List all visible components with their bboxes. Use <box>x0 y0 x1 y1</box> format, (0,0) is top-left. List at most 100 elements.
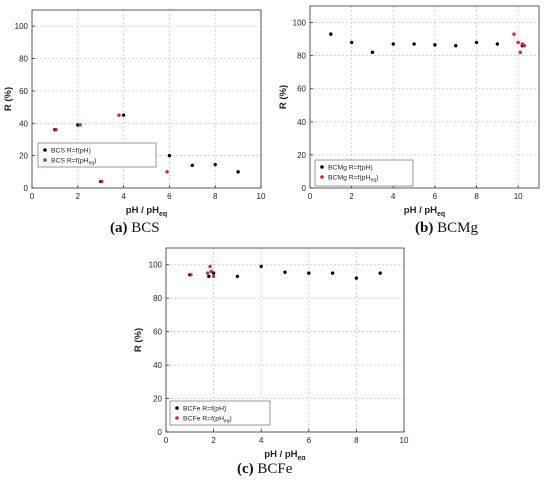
data-point <box>117 113 121 117</box>
legend-label: BCFe R=f(pH) <box>183 406 226 413</box>
x-tick-label: 2 <box>211 436 216 445</box>
y-tick-label: 0 <box>24 184 29 193</box>
legend-label-subscript: eq <box>89 161 95 167</box>
x-tick-label: 8 <box>474 192 479 201</box>
x-tick-label: 4 <box>121 192 126 201</box>
y-tick-label: 60 <box>19 87 28 96</box>
caption-bcmg: (b) BCMg <box>415 220 478 237</box>
x-tick-label: 6 <box>433 192 438 201</box>
x-axis-label-subscript: eq <box>437 211 445 218</box>
data-point <box>370 50 375 55</box>
caption-letter: (c) <box>237 461 254 477</box>
series-0 <box>329 32 525 55</box>
y-tick-label: 100 <box>293 19 307 28</box>
y-tick-label: 80 <box>19 55 28 64</box>
caption-text: BCMg <box>437 220 478 236</box>
y-tick-label: 100 <box>15 22 29 31</box>
y-tick-label: 60 <box>297 85 306 94</box>
y-tick-label: 40 <box>153 361 162 370</box>
x-tick-label: 2 <box>349 192 354 201</box>
data-point <box>454 44 458 48</box>
y-axis-label: R (%) <box>278 85 289 109</box>
y-tick-label: 20 <box>297 151 306 160</box>
x-tick-label: 4 <box>391 192 396 201</box>
legend-label: BCS R=f(pHeq) <box>51 158 96 167</box>
y-axis-label: R (%) <box>3 87 14 111</box>
plot-frame <box>165 247 405 433</box>
legend-marker <box>43 148 47 152</box>
y-tick-label: 80 <box>297 52 306 61</box>
legend-marker <box>175 406 179 410</box>
legend-label: BCFe R=f(pHeq) <box>183 416 232 425</box>
legend-label-subscript: eq <box>371 178 377 184</box>
data-point <box>433 43 437 47</box>
data-point <box>100 179 104 184</box>
caption-letter: (a) <box>110 220 128 236</box>
data-point <box>330 271 335 275</box>
data-point <box>474 40 479 45</box>
plot-frame <box>309 5 540 189</box>
legend-label-subscript: eq <box>224 419 230 425</box>
data-point <box>207 274 211 279</box>
data-point <box>307 271 311 275</box>
y-tick-label: 0 <box>302 184 307 193</box>
x-tick-label: 6 <box>167 192 172 201</box>
x-axis-label-subscript: eq <box>298 455 306 460</box>
data-point <box>211 274 216 279</box>
x-axis-label: pH / pHeq <box>404 205 445 218</box>
legend-marker <box>43 158 47 162</box>
data-point <box>329 32 333 36</box>
data-point <box>54 128 58 132</box>
data-point <box>235 274 240 279</box>
y-tick-label: 0 <box>158 428 163 437</box>
data-point <box>522 44 527 48</box>
legend-marker <box>320 165 324 169</box>
data-point <box>512 32 516 36</box>
data-point <box>378 271 382 275</box>
data-point <box>354 276 359 280</box>
legend-box <box>37 142 157 168</box>
y-tick-label: 40 <box>297 118 306 127</box>
y-tick-label: 40 <box>19 119 28 128</box>
caption-text: BCFe <box>257 461 293 477</box>
data-point <box>349 40 354 45</box>
caption-bcs: (a) BCS <box>110 220 160 237</box>
data-point <box>209 269 213 274</box>
legend-label: BCS R=f(pH) <box>51 148 91 155</box>
series-1 <box>512 32 527 55</box>
data-point <box>495 42 500 46</box>
series-1 <box>189 264 216 279</box>
y-tick-label: 100 <box>149 261 163 270</box>
y-axis-label: R (%) <box>133 328 144 352</box>
data-point <box>165 170 169 174</box>
caption-bcfe: (c) BCFe <box>237 461 292 478</box>
legend-marker <box>320 175 324 179</box>
y-tick-label: 80 <box>153 294 162 303</box>
legend-label-tail: ) <box>94 158 96 165</box>
data-point <box>412 42 416 46</box>
data-point <box>516 40 520 45</box>
data-point <box>205 271 210 275</box>
x-tick-label: 4 <box>259 436 264 445</box>
data-point <box>189 273 193 277</box>
x-axis-label-subscript: eq <box>159 211 167 218</box>
data-point <box>213 162 217 167</box>
data-point <box>518 50 522 55</box>
x-tick-label: 8 <box>354 436 359 445</box>
x-axis-label: pH / pHeq <box>264 449 305 460</box>
x-tick-label: 8 <box>213 192 218 201</box>
x-axis-label: pH / pHeq <box>126 205 167 218</box>
legend-marker <box>175 416 179 420</box>
x-tick-label: 2 <box>76 192 81 201</box>
x-tick-label: 10 <box>257 192 266 201</box>
legend-box <box>314 159 414 187</box>
x-tick-label: 10 <box>400 436 409 445</box>
caption-text: BCS <box>131 220 160 236</box>
data-point <box>283 270 287 274</box>
y-tick-label: 20 <box>19 152 28 161</box>
data-point <box>236 170 240 174</box>
data-point <box>208 264 212 269</box>
